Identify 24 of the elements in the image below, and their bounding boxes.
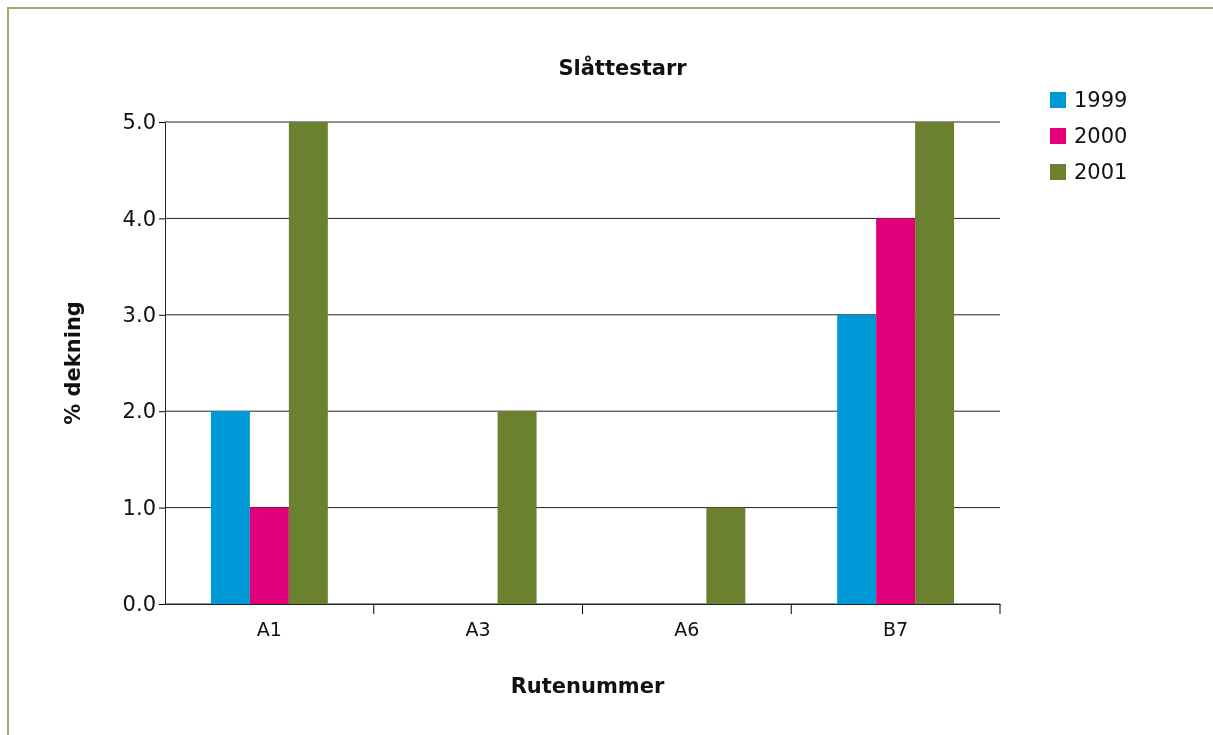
y-tick-label: 4.0 <box>122 206 156 231</box>
bar <box>210 411 250 604</box>
bar <box>915 122 955 604</box>
bar <box>497 411 537 604</box>
y-tick-label: 3.0 <box>122 303 156 328</box>
y-axis-title: % dekning <box>61 301 85 425</box>
y-tick-label: 5.0 <box>122 110 156 135</box>
bar <box>288 122 328 604</box>
legend-label: 2000 <box>1074 124 1128 148</box>
y-tick-label: 0.0 <box>122 592 156 617</box>
bar <box>249 507 289 604</box>
legend-label: 2001 <box>1074 160 1128 184</box>
x-tick-label: A3 <box>465 617 491 640</box>
x-tick-label: A6 <box>674 617 700 640</box>
y-tick-label: 2.0 <box>122 399 156 424</box>
x-axis-title: Rutenummer <box>510 674 665 698</box>
y-tick-label: 1.0 <box>122 495 156 520</box>
x-tick-label: B7 <box>883 617 909 640</box>
bar <box>876 218 916 604</box>
x-tick-label: A1 <box>256 617 282 640</box>
legend-label: 1999 <box>1074 88 1128 112</box>
bar <box>837 314 877 604</box>
bar <box>706 507 746 604</box>
chart-title: Slåttestarr <box>558 55 688 80</box>
